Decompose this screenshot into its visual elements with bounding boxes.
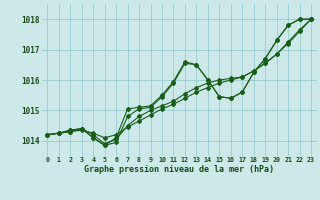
X-axis label: Graphe pression niveau de la mer (hPa): Graphe pression niveau de la mer (hPa) [84, 165, 274, 174]
